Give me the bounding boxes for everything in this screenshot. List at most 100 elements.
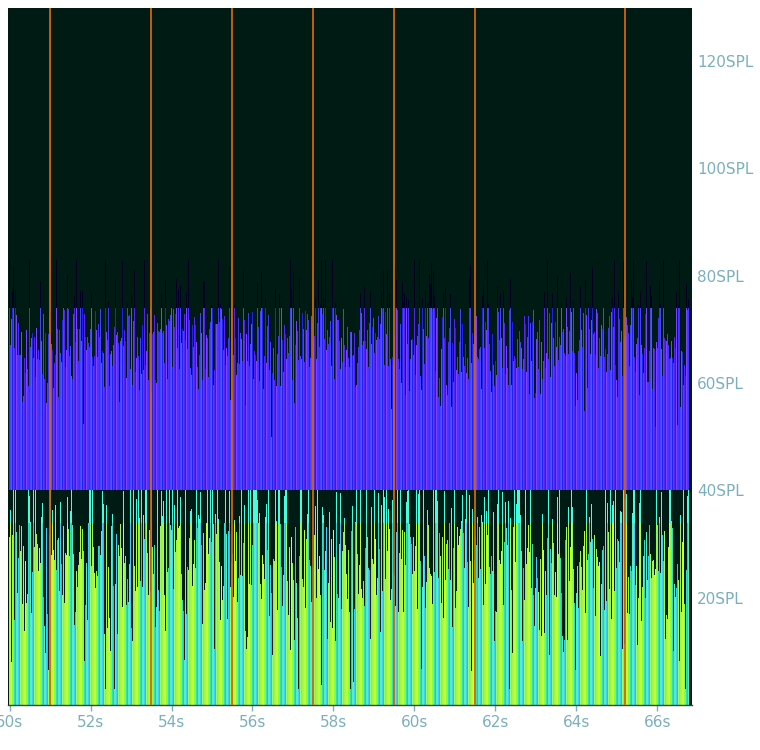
Bar — [613, 501, 614, 523]
Bar — [388, 366, 389, 490]
Bar — [552, 294, 553, 308]
Bar — [435, 490, 436, 523]
Bar — [393, 364, 394, 490]
Bar — [259, 381, 260, 490]
Bar — [250, 490, 251, 705]
Bar — [456, 370, 457, 490]
Bar — [549, 656, 550, 705]
Bar — [630, 566, 631, 705]
Bar — [640, 490, 641, 523]
Bar — [320, 304, 321, 490]
Bar — [71, 376, 72, 490]
Bar — [340, 494, 341, 705]
Bar — [377, 578, 378, 705]
Bar — [367, 538, 368, 705]
Bar — [659, 280, 660, 490]
Bar — [134, 566, 135, 705]
Bar — [360, 292, 361, 490]
Bar — [465, 344, 466, 490]
Bar — [416, 345, 417, 490]
Bar — [654, 574, 655, 705]
Bar — [486, 512, 487, 523]
Bar — [498, 490, 499, 523]
Bar — [363, 580, 364, 705]
Bar — [493, 512, 494, 705]
Bar — [636, 344, 637, 490]
Bar — [401, 382, 402, 490]
Bar — [412, 574, 413, 705]
Bar — [211, 305, 212, 308]
Bar — [523, 358, 524, 490]
Bar — [586, 490, 587, 705]
Bar — [102, 491, 103, 705]
Bar — [627, 325, 628, 490]
Bar — [572, 507, 573, 705]
Bar — [576, 593, 577, 705]
Bar — [434, 572, 435, 705]
Bar — [301, 490, 302, 523]
Bar — [352, 356, 353, 490]
Bar — [544, 292, 545, 490]
Bar — [562, 332, 563, 490]
Bar — [666, 615, 667, 705]
Bar — [504, 322, 505, 490]
Bar — [517, 490, 518, 523]
Bar — [374, 353, 375, 490]
Bar — [447, 539, 448, 705]
Bar — [261, 272, 262, 308]
Bar — [139, 518, 140, 705]
Bar — [388, 509, 389, 705]
Bar — [584, 411, 585, 491]
Bar — [229, 490, 230, 523]
Bar — [224, 524, 225, 705]
Bar — [101, 531, 102, 705]
Bar — [299, 556, 300, 705]
Bar — [596, 309, 597, 490]
Bar — [157, 490, 158, 523]
Bar — [92, 490, 93, 705]
Bar — [408, 300, 409, 490]
Bar — [136, 499, 137, 705]
Bar — [382, 309, 383, 490]
Bar — [233, 356, 234, 490]
Bar — [76, 260, 78, 490]
Bar — [520, 515, 521, 523]
Bar — [676, 588, 677, 705]
Bar — [529, 394, 530, 490]
Bar — [81, 559, 82, 705]
Bar — [344, 345, 345, 490]
Bar — [111, 526, 112, 705]
Bar — [56, 570, 57, 705]
Bar — [477, 357, 478, 490]
Bar — [432, 309, 433, 490]
Bar — [114, 327, 116, 490]
Bar — [109, 386, 110, 490]
Bar — [153, 574, 154, 705]
Bar — [104, 634, 105, 705]
Bar — [383, 271, 384, 490]
Bar — [79, 328, 80, 490]
Bar — [318, 569, 319, 705]
Bar — [674, 584, 675, 705]
Bar — [187, 567, 188, 705]
Bar — [515, 359, 516, 490]
Bar — [510, 518, 511, 523]
Bar — [344, 518, 345, 705]
Bar — [623, 490, 624, 523]
Bar — [192, 586, 193, 705]
Bar — [455, 328, 456, 490]
Bar — [394, 335, 395, 490]
Bar — [268, 315, 269, 490]
Bar — [133, 490, 134, 523]
Bar — [254, 490, 255, 523]
Bar — [139, 518, 140, 523]
Bar — [156, 382, 157, 490]
Bar — [129, 315, 130, 490]
Bar — [34, 548, 35, 705]
Bar — [464, 366, 465, 490]
Bar — [53, 388, 54, 490]
Bar — [146, 350, 147, 490]
Bar — [316, 359, 317, 490]
Bar — [338, 598, 339, 705]
Bar — [331, 539, 332, 705]
